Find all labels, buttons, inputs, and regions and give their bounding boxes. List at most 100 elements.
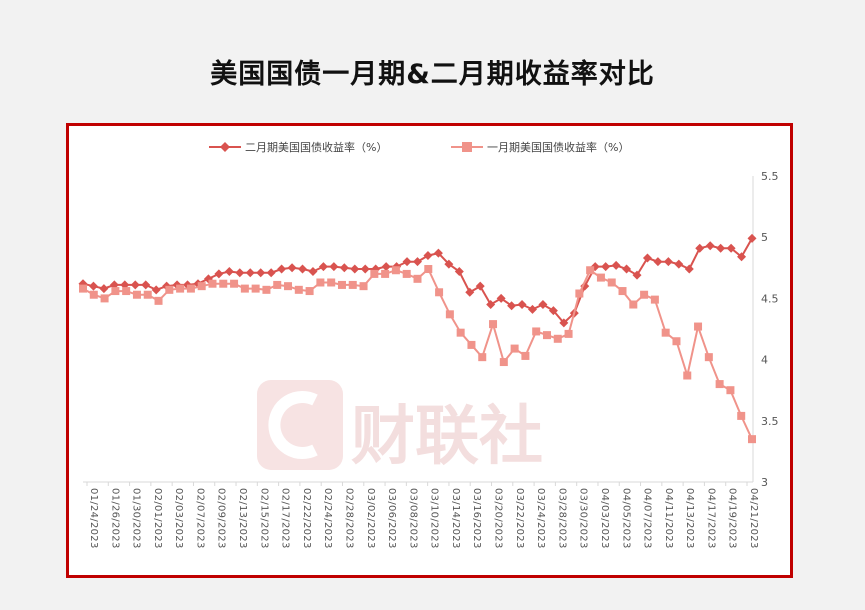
data-point-1m [402, 269, 411, 278]
data-point-2m [705, 241, 715, 251]
data-point-2m [496, 293, 506, 303]
data-point-2m [402, 257, 412, 267]
data-point-1m [359, 282, 368, 291]
data-point-1m [370, 269, 379, 278]
data-point-2m [360, 264, 370, 274]
data-point-2m [308, 266, 318, 276]
data-point-2m [266, 268, 276, 278]
x-tick-label: 03/30/2023 [578, 488, 589, 549]
data-point-1m [79, 284, 87, 293]
x-tick-label: 03/24/2023 [535, 488, 546, 549]
data-point-2m [381, 262, 391, 272]
data-point-1m [672, 337, 681, 346]
data-point-1m [273, 280, 282, 289]
data-point-1m [122, 287, 131, 296]
x-tick-label: 03/02/2023 [365, 488, 376, 549]
data-point-2m [329, 262, 339, 272]
data-point-2m [517, 300, 527, 310]
data-point-1m [737, 411, 746, 420]
data-point-1m [219, 279, 228, 288]
y-tick-label: 5 [761, 231, 768, 244]
data-point-1m [586, 266, 595, 275]
data-point-2m [486, 300, 496, 310]
y-tick-label: 4.5 [761, 292, 779, 305]
x-tick-label: 01/30/2023 [131, 488, 142, 549]
x-tick-label: 04/05/2023 [620, 488, 631, 549]
data-point-2m [350, 264, 360, 274]
data-point-2m [444, 259, 454, 269]
data-point-2m [632, 270, 642, 280]
data-point-1m [197, 282, 206, 291]
data-point-2m [527, 304, 537, 314]
x-tick-label: 04/19/2023 [727, 488, 738, 549]
data-point-1m [683, 371, 692, 380]
page-title: 美国国债一月期&二月期收益率对比 [210, 59, 655, 90]
data-point-1m [89, 290, 98, 299]
data-point-1m [445, 310, 454, 319]
data-point-2m [245, 268, 255, 278]
data-point-1m [532, 327, 541, 336]
data-point-1m [618, 287, 627, 296]
data-point-1m [176, 284, 185, 293]
data-point-1m [424, 265, 433, 274]
data-point-1m [154, 296, 163, 305]
data-point-2m [737, 252, 747, 262]
series-layer [78, 233, 757, 444]
data-point-2m [277, 264, 287, 274]
data-point-1m [413, 274, 422, 283]
data-point-1m [694, 322, 703, 331]
data-point-1m [262, 285, 271, 294]
data-point-2m [507, 301, 517, 311]
legend-label-2m: 二月期美国国债收益率（%） [245, 140, 387, 154]
data-point-1m [337, 280, 346, 289]
x-tick-label: 02/01/2023 [152, 488, 163, 549]
y-tick-label: 3.5 [761, 415, 779, 428]
data-point-2m [224, 266, 234, 276]
data-point-1m [478, 353, 487, 362]
data-point-2m [747, 233, 757, 243]
data-point-2m [214, 269, 224, 279]
data-point-1m [489, 320, 498, 329]
data-point-1m [748, 435, 756, 444]
x-tick-label: 02/03/2023 [173, 488, 184, 549]
data-point-1m [348, 280, 357, 289]
data-point-1m [650, 295, 659, 304]
watermark-text: 财联社 [351, 400, 543, 474]
data-point-2m [716, 243, 726, 253]
y-axis-ticks: 3 3.5 4 4.5 5 5.5 [761, 170, 779, 489]
data-point-2m [454, 266, 464, 276]
x-tick-label: 03/16/2023 [471, 488, 482, 549]
data-point-1m [564, 329, 573, 338]
data-point-2m [318, 262, 328, 272]
data-point-2m [465, 287, 475, 297]
x-tick-label: 03/22/2023 [514, 488, 525, 549]
x-tick-label: 04/17/2023 [705, 488, 716, 549]
data-point-2m [538, 300, 548, 310]
data-point-1m [240, 284, 249, 293]
data-point-1m [100, 294, 109, 303]
x-tick-label: 01/26/2023 [109, 488, 120, 549]
data-point-1m [435, 288, 444, 297]
data-point-1m [208, 279, 217, 288]
data-point-1m [726, 386, 735, 395]
data-point-2m [475, 281, 485, 291]
data-point-1m [629, 300, 638, 309]
data-point-2m [423, 251, 433, 261]
legend-label-1m: 一月期美国国债收益率（%） [487, 140, 629, 154]
x-tick-label: 02/24/2023 [322, 488, 333, 549]
data-point-1m [467, 340, 476, 349]
data-point-1m [132, 290, 141, 299]
watermark-logo-c-icon [268, 391, 318, 459]
data-point-1m [165, 285, 174, 294]
data-point-2m [611, 260, 621, 270]
data-point-2m [674, 259, 684, 269]
data-point-1m [143, 290, 152, 299]
data-point-2m [559, 318, 569, 328]
data-point-2m [684, 264, 694, 274]
data-point-2m [548, 306, 558, 316]
x-tick-label: 02/22/2023 [301, 488, 312, 549]
x-tick-label: 03/14/2023 [450, 488, 461, 549]
data-point-1m [521, 351, 530, 360]
data-point-2m [663, 257, 673, 267]
data-point-1m [327, 278, 336, 287]
